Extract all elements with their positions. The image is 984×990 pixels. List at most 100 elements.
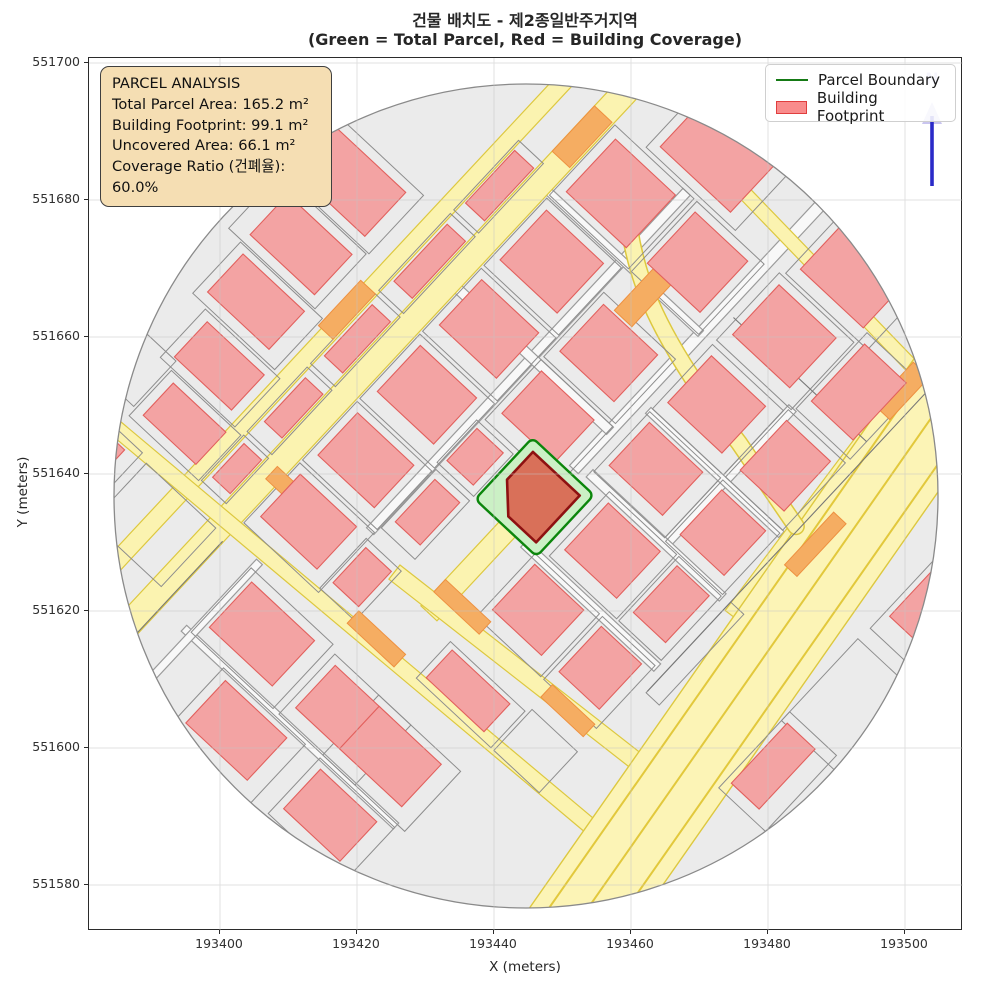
analysis-footprint: Building Footprint: 99.1 m² — [112, 116, 309, 134]
x-tick-label: 193480 — [743, 936, 791, 951]
parcel-boundary — [715, 272, 855, 411]
x-tick-label: 193420 — [332, 936, 380, 951]
parcel-boundary — [724, 409, 847, 531]
building-footprint — [317, 411, 415, 509]
y-tick-mark — [84, 198, 88, 200]
building-footprint — [464, 149, 535, 222]
y-tick-mark — [84, 472, 88, 474]
building-footprint — [558, 625, 643, 711]
building-footprint — [259, 473, 358, 570]
y-tick-mark — [84, 335, 88, 337]
y-tick-label: 551620 — [32, 602, 80, 617]
parcel-boundary — [301, 400, 433, 531]
parcel-boundary — [380, 468, 471, 561]
parcel-boundary — [359, 333, 496, 469]
parcel-boundary — [493, 708, 579, 794]
building-footprint — [332, 546, 393, 608]
x-tick-mark — [492, 930, 494, 934]
building-footprint-patch-swatch — [776, 100, 807, 114]
building-footprint — [499, 209, 605, 314]
building-footprint — [501, 370, 595, 464]
parcel-boundary — [200, 434, 270, 505]
orange-building-patch — [551, 105, 613, 169]
x-tick-label: 193500 — [880, 936, 928, 951]
x-tick-label: 193400 — [195, 936, 243, 951]
orange-building-patch — [317, 279, 377, 341]
highway-stripe — [516, 359, 938, 908]
building-footprint — [394, 478, 461, 546]
building-footprint — [646, 211, 749, 314]
parcel-boundary — [114, 380, 144, 507]
parcel-boundary — [243, 462, 376, 594]
parcel-boundary — [548, 490, 678, 620]
x-tick-mark — [355, 930, 357, 934]
x-tick-label: 193440 — [469, 936, 517, 951]
parcel-boundary — [543, 291, 677, 425]
building-footprint — [438, 278, 540, 379]
y-tick-mark — [84, 883, 88, 885]
parcel-boundary — [618, 555, 722, 662]
parcel-analysis-box: PARCEL ANALYSIS Total Parcel Area: 165.2… — [100, 66, 332, 207]
y-axis-label: Y (meters) — [15, 456, 31, 528]
y-tick-label: 551660 — [32, 328, 80, 343]
building-footprint — [491, 563, 585, 657]
y-tick-label: 551600 — [32, 739, 80, 754]
legend-item-building-footprint: Building Footprint — [776, 89, 945, 125]
parcel-boundary — [718, 711, 838, 833]
building-footprint — [376, 344, 478, 445]
building-footprint — [730, 722, 816, 810]
parcel-boundary — [190, 567, 334, 710]
highway — [451, 313, 938, 908]
parcel-boundary — [593, 411, 722, 539]
parcel-boundary — [192, 241, 324, 371]
parcel-boundary — [483, 197, 623, 336]
building-footprint — [206, 253, 306, 351]
parcel-boundary — [475, 552, 601, 678]
parcel-boundary — [436, 419, 514, 498]
parcel-boundary — [159, 308, 281, 428]
x-tick-mark — [766, 930, 768, 934]
highway-stripe — [490, 340, 938, 908]
parcel-boundary — [421, 267, 557, 402]
parcel-boundary — [651, 343, 785, 476]
building-footprint — [608, 421, 704, 517]
building-footprint — [739, 419, 832, 512]
y-tick-mark — [84, 609, 88, 611]
highway-stripe — [464, 322, 938, 908]
corridor — [180, 624, 400, 830]
parcel-boundary — [795, 331, 922, 460]
x-tick-mark — [903, 930, 905, 934]
page-subtitle: (Green = Total Parcel, Red = Building Co… — [307, 30, 743, 49]
building-footprint — [565, 138, 677, 249]
y-tick-label: 551680 — [32, 191, 80, 206]
x-tick-mark — [218, 930, 220, 934]
building-footprint — [211, 442, 263, 495]
orange-building-patch — [540, 683, 596, 738]
orange-building-patch — [346, 610, 407, 668]
y-tick-mark — [84, 61, 88, 63]
building-footprint — [446, 427, 505, 486]
building-footprint — [667, 355, 767, 454]
building-footprint — [338, 705, 443, 808]
building-footprint — [632, 564, 710, 644]
parcel-boundary — [869, 536, 938, 681]
parcel-boundary — [246, 366, 333, 456]
y-tick-mark — [84, 746, 88, 748]
analysis-coverage-ratio: Coverage Ratio (건폐율): 60.0% — [112, 158, 286, 196]
building-footprint — [393, 223, 467, 300]
analysis-uncovered: Uncovered Area: 66.1 m² — [112, 137, 296, 155]
building-footprint — [173, 320, 266, 411]
building-footprint — [731, 284, 837, 389]
legend-label: Building Footprint — [816, 89, 885, 125]
orange-building-patch — [783, 511, 847, 578]
building-footprint — [425, 649, 511, 733]
parcel-boundary-line-swatch — [776, 79, 808, 81]
x-tick-mark — [629, 930, 631, 934]
map-boundary-circle — [113, 83, 939, 909]
parcel-line — [647, 380, 938, 692]
building-footprint — [563, 502, 662, 600]
orange-building-patch — [433, 578, 492, 635]
parcel-boundary — [378, 212, 476, 315]
focus-building — [505, 450, 582, 544]
y-tick-label: 551700 — [32, 54, 80, 69]
